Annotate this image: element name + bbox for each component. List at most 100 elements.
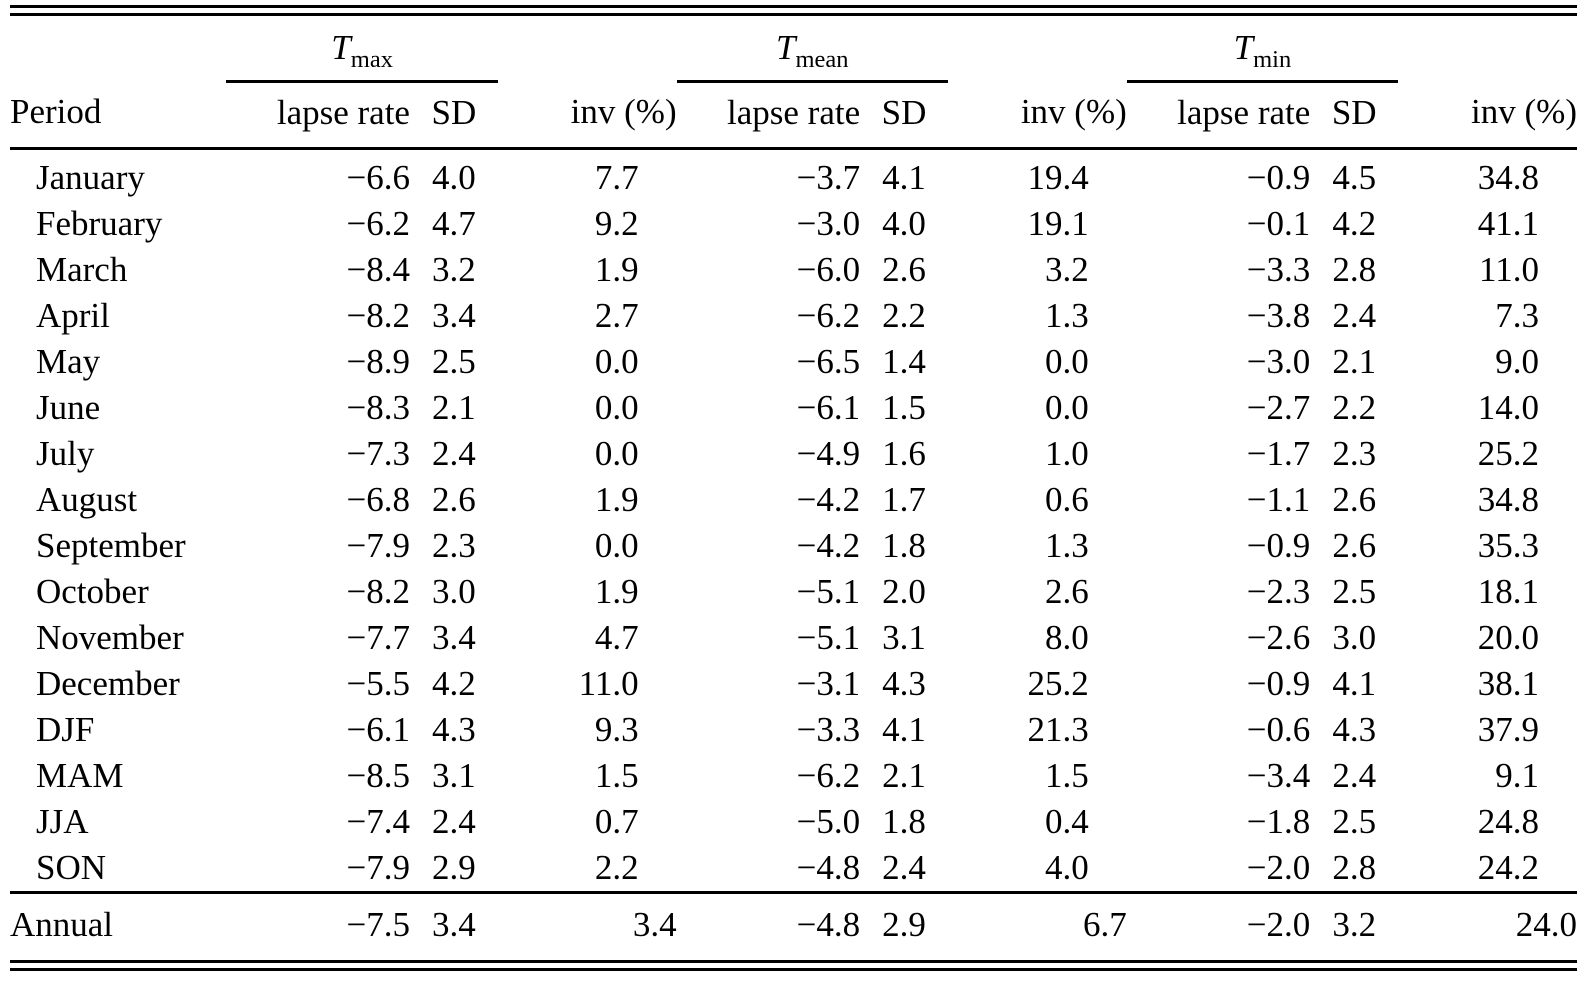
paper-page: Tmax Tmean Tmin Period lapse rate SD inv… bbox=[10, 0, 1577, 971]
inv-percent-cell: 35.3 bbox=[1477, 526, 1539, 565]
sd-cell: 4.0 bbox=[432, 158, 476, 197]
inv-percent-cell: 9.2 bbox=[594, 204, 639, 243]
sd-cell: 3.2 bbox=[432, 250, 476, 289]
sd-cell: 4.1 bbox=[882, 710, 926, 749]
inv-percent-cell: 21.3 bbox=[1027, 710, 1089, 749]
lapse-rate-cell: −3.1 bbox=[796, 664, 861, 703]
sd-cell: 2.1 bbox=[1332, 342, 1377, 381]
tmax-sd-header: SD bbox=[409, 81, 498, 150]
table-row: MAM −8.5 3.1 1.5 −6.2 2.1 1.5 −3.4 2.4 9.1 bbox=[10, 753, 1577, 799]
period-cell: November bbox=[36, 618, 184, 657]
lapse-rate-cell: −6.2 bbox=[346, 204, 410, 243]
lapse-rate-cell: −0.6 bbox=[1246, 710, 1311, 749]
sd-cell: 1.5 bbox=[882, 388, 926, 427]
period-column-header: Period bbox=[10, 81, 227, 150]
sd-cell: 2.4 bbox=[432, 434, 476, 473]
lapse-rate-cell: −7.9 bbox=[346, 526, 410, 565]
sd-cell: 2.1 bbox=[432, 388, 476, 427]
inv-percent-cell: 9.1 bbox=[1495, 756, 1539, 795]
sd-cell: 2.9 bbox=[432, 848, 476, 887]
sd-cell: 2.9 bbox=[860, 891, 948, 960]
sd-cell: 2.5 bbox=[1332, 572, 1377, 611]
period-cell: October bbox=[36, 572, 149, 611]
table-row: September −7.9 2.3 0.0 −4.2 1.8 1.3 −0.9 2.6 35.3 bbox=[10, 523, 1577, 569]
inv-percent-cell: 41.1 bbox=[1477, 204, 1539, 243]
lapse-rate-cell: −4.2 bbox=[796, 526, 861, 565]
inv-percent-cell: 1.3 bbox=[1045, 296, 1089, 335]
inv-percent-cell: 0.0 bbox=[594, 342, 639, 381]
inv-percent-cell: 6.7 bbox=[947, 891, 1127, 960]
lapse-rate-cell: −2.6 bbox=[1246, 618, 1311, 657]
inv-percent-cell: 7.7 bbox=[594, 158, 639, 197]
lapse-rate-cell: −0.1 bbox=[1246, 204, 1311, 243]
sd-cell: 2.5 bbox=[1332, 802, 1377, 841]
sd-cell: 2.0 bbox=[882, 572, 926, 611]
period-cell: SON bbox=[36, 848, 107, 887]
sd-cell: 2.4 bbox=[1332, 756, 1377, 795]
tmin-label: Tmin bbox=[1233, 28, 1292, 73]
table-row: November −7.7 3.4 4.7 −5.1 3.1 8.0 −2.6 3.0 20.0 bbox=[10, 615, 1577, 661]
lapse-rate-cell: −2.7 bbox=[1246, 388, 1311, 427]
inv-percent-cell: 1.9 bbox=[594, 250, 639, 289]
table-row: July −7.3 2.4 0.0 −4.9 1.6 1.0 −1.7 2.3 25.2 bbox=[10, 431, 1577, 477]
tmin-symbol: T bbox=[1233, 28, 1254, 67]
period-cell: June bbox=[36, 388, 101, 427]
lapse-rate-cell: −1.1 bbox=[1246, 480, 1311, 519]
sd-cell: 2.4 bbox=[432, 802, 476, 841]
annual-row: Annual −7.5 3.4 3.4 −4.8 2.9 6.7 −2.0 3.2 24.0 bbox=[10, 891, 1577, 960]
inv-percent-cell: 0.4 bbox=[1045, 802, 1089, 841]
tmax-label: Tmax bbox=[331, 28, 393, 73]
lapse-rate-cell: −6.1 bbox=[796, 388, 861, 427]
lapse-rate-cell: −7.9 bbox=[346, 848, 410, 887]
group-header-tmax: Tmax bbox=[226, 16, 498, 83]
lapse-rate-cell: −8.5 bbox=[346, 756, 410, 795]
inv-percent-cell: 0.7 bbox=[594, 802, 639, 841]
sd-cell: 1.8 bbox=[882, 802, 926, 841]
sd-cell: 2.3 bbox=[1332, 434, 1377, 473]
table-row: DJF −6.1 4.3 9.3 −3.3 4.1 21.3 −0.6 4.3 37.9 bbox=[10, 707, 1577, 753]
inv-percent-cell: 11.0 bbox=[1479, 250, 1539, 289]
annual-section: Annual −7.5 3.4 3.4 −4.8 2.9 6.7 −2.0 3.2 24.0 bbox=[10, 891, 1577, 960]
tmean-inv-percent-header: inv (%) bbox=[947, 81, 1127, 150]
inv-percent-cell: 25.2 bbox=[1477, 434, 1539, 473]
table-row: March −8.4 3.2 1.9 −6.0 2.6 3.2 −3.3 2.8 11.0 bbox=[10, 247, 1577, 293]
inv-percent-cell: 1.5 bbox=[1045, 756, 1089, 795]
sd-cell: 2.8 bbox=[1332, 848, 1377, 887]
period-cell: DJF bbox=[36, 710, 95, 749]
period-cell: July bbox=[36, 434, 95, 473]
top-double-rule bbox=[10, 5, 1577, 16]
lapse-rate-cell: −6.2 bbox=[796, 296, 861, 335]
sd-cell: 3.1 bbox=[432, 756, 476, 795]
sd-cell: 2.4 bbox=[1332, 296, 1377, 335]
lapse-rate-cell: −0.9 bbox=[1246, 526, 1311, 565]
tmin-sd-header: SD bbox=[1310, 81, 1399, 150]
sd-cell: 2.6 bbox=[432, 480, 476, 519]
rule-line bbox=[10, 960, 1577, 963]
group-header-tmean: Tmean bbox=[676, 16, 948, 83]
lapse-rate-cell: −1.8 bbox=[1246, 802, 1311, 841]
table-row: December −5.5 4.2 11.0 −3.1 4.3 25.2 −0.9 4.1 38.… bbox=[10, 661, 1577, 707]
lapse-rate-cell: −4.8 bbox=[676, 891, 861, 960]
inv-percent-cell: 7.3 bbox=[1495, 296, 1539, 335]
inv-percent-cell: 3.2 bbox=[1045, 250, 1089, 289]
inv-percent-cell: 1.3 bbox=[1045, 526, 1089, 565]
inv-percent-cell: 24.2 bbox=[1477, 848, 1539, 887]
sd-cell: 4.3 bbox=[432, 710, 476, 749]
inv-percent-cell: 0.0 bbox=[1045, 342, 1089, 381]
tmean-label: Tmean bbox=[776, 28, 849, 73]
period-cell: August bbox=[36, 480, 138, 519]
sd-cell: 4.5 bbox=[1332, 158, 1377, 197]
sd-cell: 4.7 bbox=[432, 204, 476, 243]
inv-percent-cell: 11.0 bbox=[578, 664, 639, 703]
lapse-rate-cell: −5.0 bbox=[796, 802, 861, 841]
group-header-spacer bbox=[1398, 16, 1577, 82]
group-header-spacer bbox=[498, 16, 677, 82]
inv-percent-cell: 4.0 bbox=[1045, 848, 1089, 887]
sd-cell: 3.2 bbox=[1310, 891, 1399, 960]
lapse-rate-cell: −4.2 bbox=[796, 480, 861, 519]
lapse-rate-cell: −1.7 bbox=[1246, 434, 1311, 473]
period-cell: March bbox=[36, 250, 128, 289]
period-cell: September bbox=[36, 526, 186, 565]
inv-percent-cell: 24.0 bbox=[1398, 891, 1577, 960]
lapse-rate-cell: −6.2 bbox=[796, 756, 861, 795]
